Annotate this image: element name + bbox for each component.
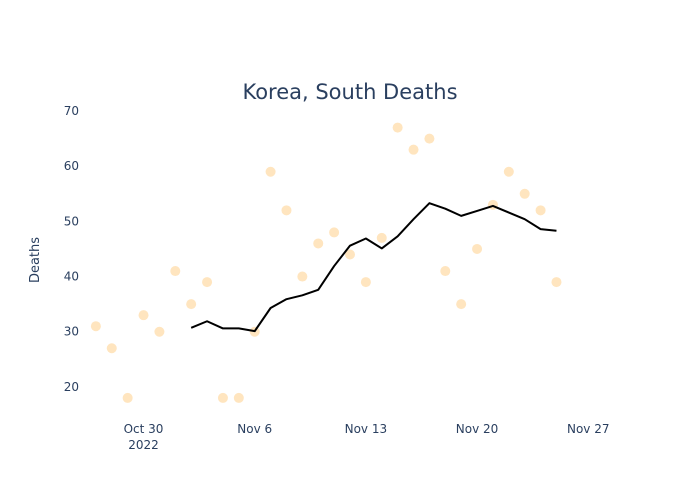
x-tick-label: Nov 13 [345,422,388,436]
scatter-point [122,392,133,403]
x-tick-label: Nov 27 [567,422,610,436]
scatter-point [408,144,419,155]
scatter-point [265,166,276,177]
y-tick-label: 50 [64,214,79,228]
x-tick-label: Nov 6 [237,422,272,436]
scatter-point [376,232,387,243]
y-tick-label: 40 [64,270,79,284]
scatter-point [535,205,546,216]
scatter-point [329,227,340,238]
scatter-point [424,133,435,144]
chart-title: Korea, South Deaths [242,80,457,104]
scatter-point [281,205,292,216]
y-tick-label: 20 [64,380,79,394]
x-axis-ticks: Oct 30 2022 Nov 6 Nov 13 Nov 20 Nov 27 [124,422,610,452]
scatter-point [519,188,530,199]
scatter-point [217,392,228,403]
scatter-point [106,343,117,354]
x-tick-sublabel: 2022 [128,438,159,452]
y-tick-label: 60 [64,159,79,173]
scatter-point [202,277,213,288]
x-tick-label: Oct 30 [124,422,164,436]
scatter-point [456,299,467,310]
scatter-point [503,166,514,177]
scatter-series [90,122,562,403]
scatter-point [472,243,483,254]
scatter-point [360,277,371,288]
scatter-point [154,326,165,337]
scatter-point [233,392,244,403]
scatter-point [90,321,101,332]
scatter-point [170,266,181,277]
x-tick-label: Nov 20 [456,422,499,436]
series-line [190,202,557,333]
scatter-point [138,310,149,321]
scatter-point [297,271,308,282]
line-series [190,202,557,333]
y-axis-label: Deaths [28,237,43,283]
y-tick-label: 70 [64,104,79,118]
scatter-point [392,122,403,133]
scatter-point [440,266,451,277]
scatter-point [345,249,355,260]
scatter-point [313,238,324,249]
y-tick-label: 30 [64,325,79,339]
y-axis-ticks: 20 30 40 50 60 70 [64,104,79,394]
scatter-point [551,277,562,288]
scatter-point [186,299,197,310]
